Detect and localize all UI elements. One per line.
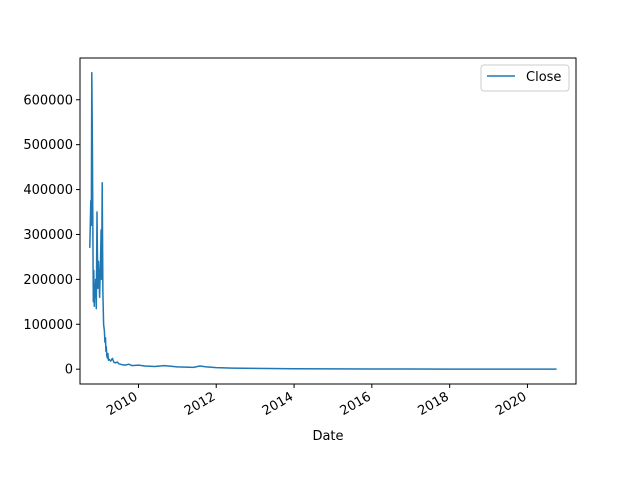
- x-tick-label: 2018: [416, 389, 452, 419]
- y-tick-label: 600000: [23, 93, 73, 108]
- y-tick-label: 400000: [23, 183, 73, 198]
- y-tick-label: 300000: [23, 228, 73, 243]
- y-tick-label: 500000: [23, 138, 73, 153]
- x-tick-label: 2014: [260, 389, 296, 419]
- x-tick-label: 2010: [104, 389, 140, 419]
- legend: Close: [480, 64, 570, 92]
- plot-frame: [79, 57, 577, 385]
- plot-area: [80, 58, 576, 384]
- y-tick-label: 200000: [23, 273, 73, 288]
- y-tick-label: 100000: [23, 318, 73, 333]
- x-tick-label: 2016: [338, 389, 374, 419]
- legend-box: [480, 64, 570, 92]
- x-tick-label: 2020: [493, 389, 529, 419]
- y-tick-label: 0: [65, 363, 73, 378]
- x-axis: 2010 2012 2014 2016 2018 2020: [104, 384, 529, 419]
- x-axis-label: Date: [312, 429, 343, 444]
- legend-label-close: Close: [526, 70, 561, 85]
- y-axis: 0 100000 200000 300000 400000 500000 600000: [23, 93, 80, 378]
- series-line-close: [89, 72, 557, 370]
- series-layer: [89, 72, 557, 370]
- x-tick-label: 2012: [182, 389, 218, 419]
